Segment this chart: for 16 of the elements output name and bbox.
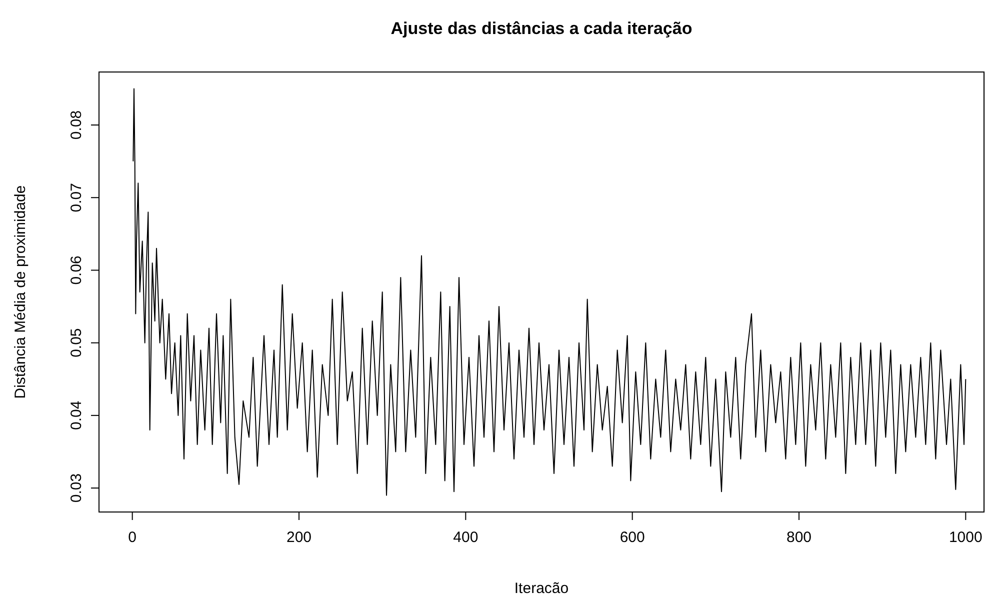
y-tick-label: 0.07 — [68, 183, 85, 212]
x-tick-label: 600 — [620, 529, 645, 546]
y-tick-label: 0.06 — [68, 256, 85, 285]
x-tick-label: 0 — [128, 529, 137, 546]
chart-title: Ajuste das distâncias a cada iteração — [390, 19, 692, 38]
x-tick-label: 800 — [786, 529, 812, 546]
y-tick-label: 0.04 — [68, 400, 85, 430]
y-tick-label: 0.08 — [68, 110, 85, 140]
x-tick-label: 200 — [286, 529, 312, 546]
y-tick-label: 0.03 — [68, 473, 85, 503]
x-axis-title: Iteracão — [514, 580, 569, 597]
x-tick-label: 400 — [453, 529, 478, 546]
y-axis-title: Distância Média de proximidade — [12, 185, 29, 399]
y-tick-label: 0.05 — [68, 328, 85, 358]
x-tick-label: 1000 — [948, 529, 982, 546]
line-series — [132, 88, 966, 496]
